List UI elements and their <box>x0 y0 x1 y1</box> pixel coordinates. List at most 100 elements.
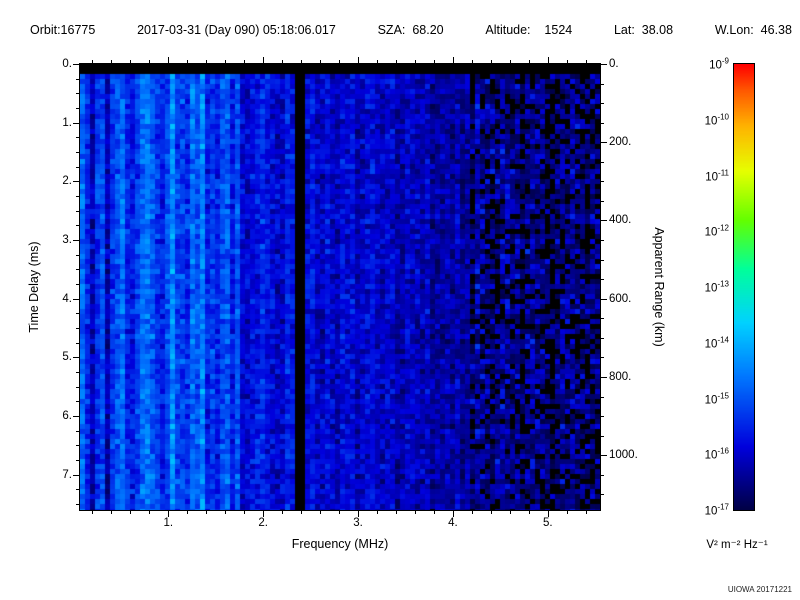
x-minor-tick-top <box>225 60 227 63</box>
x-minor-tick-top <box>490 60 492 63</box>
x-minor-tick-top <box>244 60 246 63</box>
range-minor-tick <box>601 416 604 418</box>
altitude-value: Altitude: 1524 <box>485 23 573 37</box>
y-tick-mark <box>73 416 79 418</box>
x-tick-mark <box>547 511 549 517</box>
colorbar-units-label: V² m⁻² Hz⁻¹ <box>706 539 768 551</box>
colorbar-exponent: -16 <box>717 446 729 456</box>
x-minor-tick <box>244 511 246 514</box>
range-minor-tick <box>601 122 604 124</box>
colorbar-tick-label: 10-14 <box>704 335 729 351</box>
range-minor-tick <box>601 161 604 163</box>
x-minor-tick <box>490 511 492 514</box>
range-tick-label: 400. <box>609 214 632 227</box>
range-minor-tick <box>601 494 604 496</box>
y-tick-label: 5. <box>62 351 72 364</box>
range-minor-tick <box>601 357 604 359</box>
x-tick-label: 4. <box>448 517 458 529</box>
x-minor-tick-top <box>149 60 151 63</box>
watermark: UIOWA 20171221 <box>727 585 792 594</box>
colorbar-canvas <box>734 64 754 510</box>
x-minor-tick <box>433 511 435 514</box>
y-minor-tick <box>76 328 79 330</box>
colorbar-exponent: -11 <box>718 168 729 178</box>
y-minor-tick <box>76 504 79 506</box>
x-minor-tick-top <box>111 60 113 63</box>
colorbar-exponent: -10 <box>717 112 729 122</box>
range-tick-label: 1000. <box>609 449 638 462</box>
y-minor-tick <box>76 78 79 80</box>
y-minor-tick <box>76 166 79 168</box>
x-axis-title: Frequency (MHz) <box>291 537 389 551</box>
datetime-value: 2017-03-31 (Day 090) 05:18:06.017 <box>137 23 336 37</box>
x-minor-tick <box>528 511 530 514</box>
x-minor-tick-top <box>566 60 568 63</box>
x-minor-tick-top <box>471 60 473 63</box>
x-tick-label: 5. <box>543 517 553 529</box>
x-tick-label: 3. <box>353 517 363 529</box>
colorbar-tick-label: 10-17 <box>704 502 729 518</box>
y-minor-tick <box>76 152 79 154</box>
colorbar-tick-label: 10-11 <box>705 168 729 183</box>
y-tick-mark <box>73 122 79 124</box>
range-tick-label: 800. <box>609 370 632 383</box>
x-minor-tick <box>377 511 378 514</box>
y-tick-label: 0. <box>62 58 72 70</box>
range-minor-tick <box>601 200 604 202</box>
range-minor-tick <box>601 259 604 261</box>
y-minor-tick <box>76 210 79 212</box>
y-minor-tick <box>76 93 79 95</box>
y-tick-mark <box>73 181 79 183</box>
x-minor-tick <box>585 511 587 514</box>
y-tick-label: 4. <box>62 292 72 305</box>
x-minor-tick <box>566 511 568 514</box>
range-tick-mark <box>601 298 607 300</box>
x-minor-tick-top <box>206 60 208 63</box>
x-minor-tick <box>395 511 397 514</box>
colorbar-tick-label: 10-12 <box>704 223 729 239</box>
range-minor-tick <box>601 181 604 183</box>
range-minor-tick <box>601 337 604 339</box>
x-minor-tick-top <box>282 60 284 63</box>
x-minor-tick <box>206 511 208 514</box>
x-tick-mark-top <box>168 57 170 63</box>
x-minor-tick-top <box>130 60 132 63</box>
y-minor-tick <box>76 342 79 344</box>
colorbar-tick-label: 10-15 <box>704 391 729 406</box>
y-minor-tick <box>76 386 79 388</box>
colorbar-exponent: -12 <box>717 223 729 233</box>
range-tick-mark <box>601 142 607 144</box>
range-minor-tick <box>601 83 604 85</box>
y-minor-tick <box>76 401 79 403</box>
y-minor-tick <box>76 225 79 227</box>
y-tick-label: 2. <box>62 175 72 188</box>
spectrogram-canvas <box>80 64 600 510</box>
colorbar-tick-label: 10-13 <box>704 279 729 295</box>
y-minor-tick <box>76 430 79 432</box>
x-minor-tick-top <box>92 60 94 63</box>
lat-value: Lat: 38.08 <box>613 23 674 37</box>
x-minor-tick-top <box>395 60 397 63</box>
colorbar-exponent: -14 <box>717 335 729 345</box>
y-tick-mark <box>73 298 79 300</box>
y-tick-label: 1. <box>62 116 72 129</box>
plot-frame <box>79 63 601 511</box>
range-tick-label: 0. <box>609 58 619 70</box>
colorbar-tick-label: 10-16 <box>704 446 729 462</box>
y-tick-mark <box>73 474 79 476</box>
x-minor-tick-top <box>377 60 378 63</box>
y-tick-mark <box>73 64 79 65</box>
x-minor-tick-top <box>320 60 322 63</box>
x-minor-tick <box>225 511 227 514</box>
colorbar-exponent: -17 <box>717 502 729 512</box>
x-tick-mark-top <box>452 57 454 63</box>
y-tick-label: 3. <box>62 234 72 247</box>
range-minor-tick <box>601 103 604 105</box>
colorbar-frame <box>733 63 755 511</box>
x-tick-mark-top <box>547 57 549 63</box>
x-minor-tick-top <box>414 60 416 63</box>
x-minor-tick-top <box>301 60 303 63</box>
sza-value: SZA: 68.20 <box>377 23 444 37</box>
y-minor-tick <box>76 269 79 271</box>
